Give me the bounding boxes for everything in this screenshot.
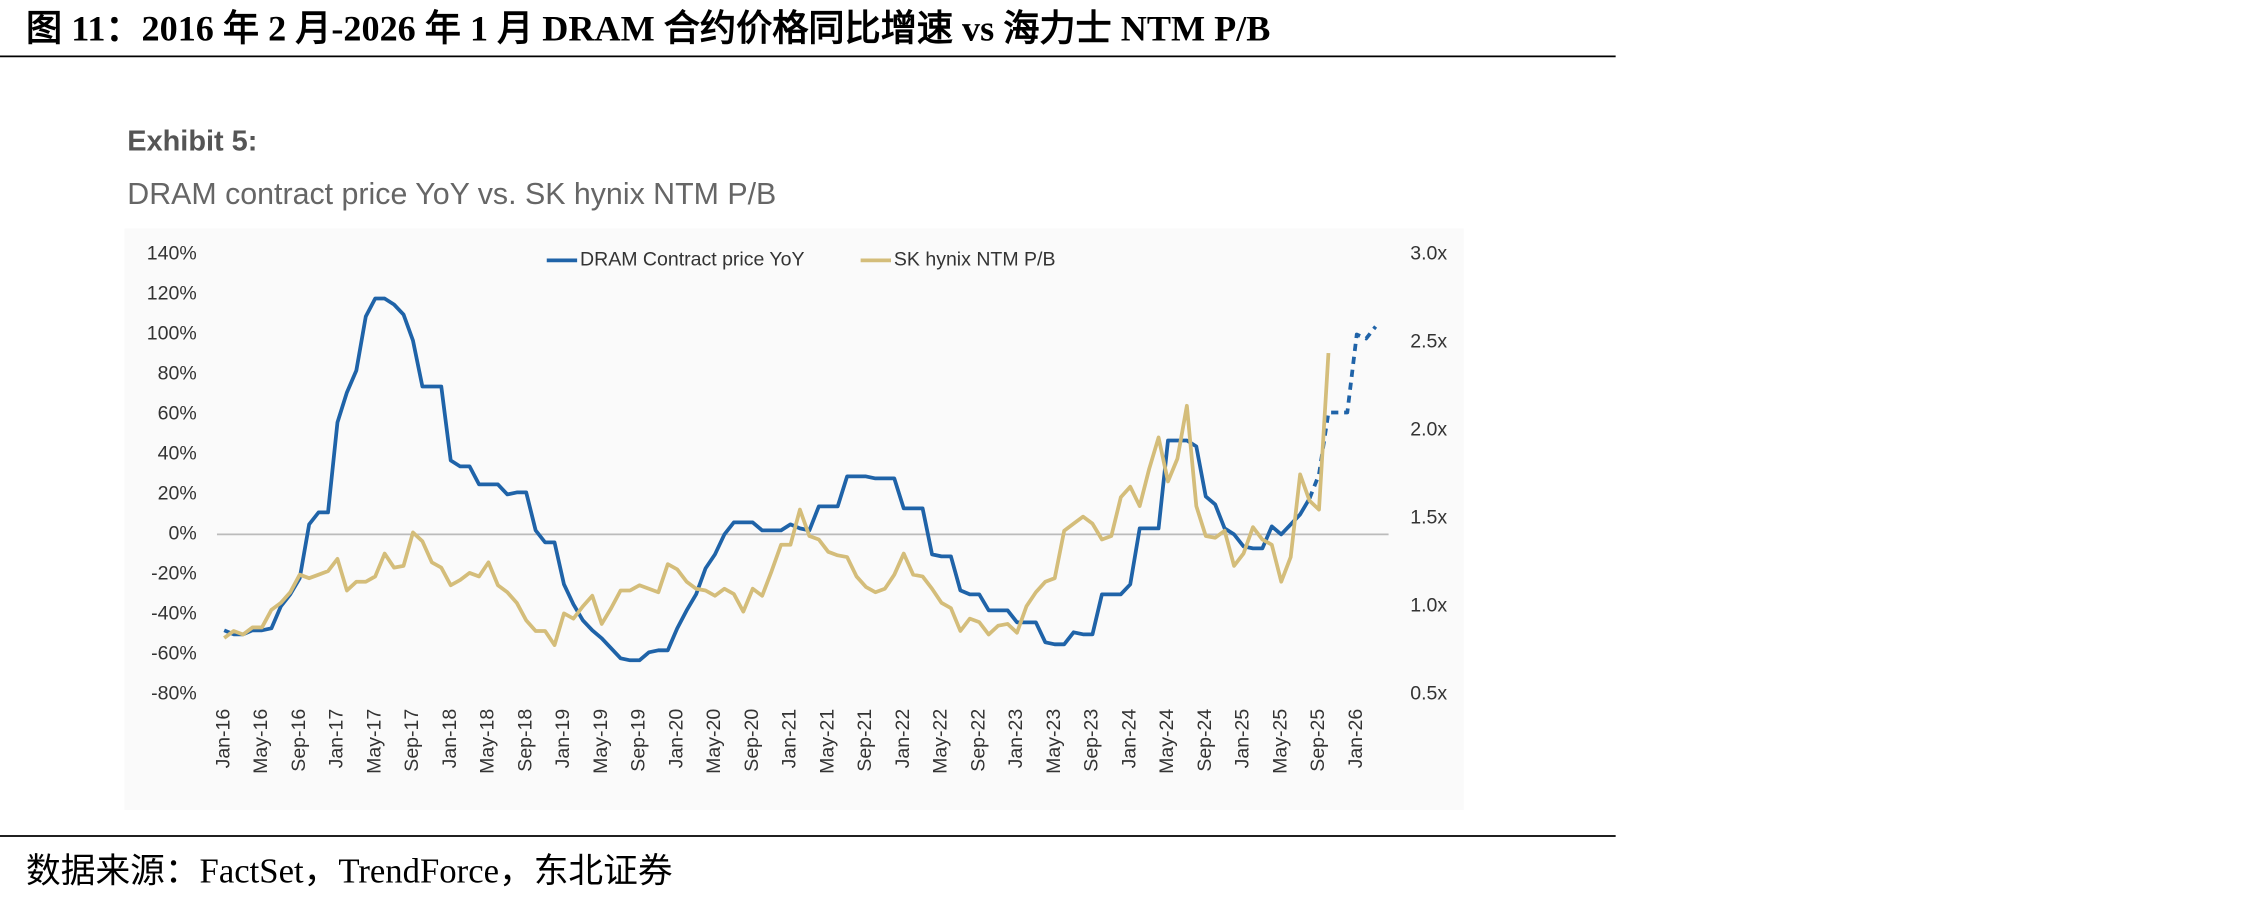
x-tick-label: Jan-23 [1005, 709, 1027, 769]
x-tick-label: May-19 [590, 709, 612, 774]
x-tick-label: Jan-20 [665, 709, 687, 769]
y-tick-label: 140% [147, 243, 197, 265]
y2-tick-label: 1.0x [1410, 594, 1447, 616]
figure-title: 图 11：2016 年 2 月-2026 年 1 月 DRAM 合约价格同比增速… [26, 8, 1270, 48]
x-tick-label: May-21 [816, 709, 838, 774]
y-tick-label: 20% [158, 483, 197, 505]
y-tick-label: 120% [147, 283, 197, 305]
x-tick-label: Sep-24 [1194, 709, 1216, 772]
x-tick-label: May-20 [703, 709, 725, 774]
x-tick-label: May-17 [363, 709, 385, 774]
y-tick-label: -40% [151, 602, 197, 624]
series-line [223, 352, 1331, 647]
x-tick-label: Jan-17 [326, 709, 348, 769]
plot: -80% -60% -40% -20% 0% 20% 40% 60% 80% 100% 120% 14… [147, 243, 1448, 774]
x-tick-label: Jan-19 [552, 709, 574, 769]
x-tick-label: Sep-25 [1307, 709, 1329, 772]
x-tick-label: Sep-19 [628, 709, 650, 772]
series-line [223, 296, 1312, 663]
y2-tick-label: 3.0x [1410, 243, 1447, 265]
y2-tick-label: 0.5x [1410, 682, 1447, 704]
x-tick-label: May-23 [1043, 709, 1065, 774]
x-tick-label: May-18 [477, 709, 499, 774]
y-tick-label: 80% [158, 363, 197, 385]
x-tick-label: Sep-22 [967, 709, 989, 772]
x-tick-label: Sep-20 [741, 709, 763, 772]
x-tick-label: Sep-18 [514, 709, 536, 772]
y-tick-label: 100% [147, 323, 197, 345]
x-tick-label: Jan-22 [892, 709, 914, 769]
legend-label: DRAM Contract price YoY [580, 249, 805, 271]
y-tick-label: 0% [169, 523, 197, 545]
y2-tick-label: 2.5x [1410, 331, 1447, 353]
y-tick-label: -20% [151, 563, 197, 585]
x-tick-label: May-16 [250, 709, 272, 774]
source-note: 数据来源：FactSet，TrendForce，东北证券 [26, 851, 672, 890]
x-tick-label: Sep-21 [854, 709, 876, 772]
chart-title: DRAM contract price YoY vs. SK hynix NTM… [127, 178, 776, 211]
chart-background [124, 228, 1464, 810]
x-tick-label: Jan-21 [779, 709, 801, 769]
y-tick-label: 40% [158, 443, 197, 465]
y-tick-label: 60% [158, 403, 197, 425]
x-tick-label: May-25 [1269, 709, 1291, 774]
x-tick-label: Jan-24 [1118, 709, 1140, 769]
x-tick-label: May-22 [930, 709, 952, 774]
x-tick-label: May-24 [1156, 709, 1178, 774]
x-tick-label: Jan-26 [1345, 709, 1367, 769]
x-tick-label: Sep-16 [288, 709, 310, 772]
legend-label: SK hynix NTM P/B [894, 249, 1056, 271]
y2-tick-label: 2.0x [1410, 419, 1447, 441]
y-tick-label: -80% [151, 682, 197, 704]
x-tick-label: Jan-25 [1232, 709, 1254, 769]
x-tick-label: Jan-16 [212, 709, 234, 769]
x-tick-label: Sep-23 [1081, 709, 1103, 772]
exhibit-label: Exhibit 5: [127, 125, 257, 157]
x-tick-label: Sep-17 [401, 709, 423, 772]
y2-tick-label: 1.5x [1410, 507, 1447, 529]
x-tick-label: Jan-18 [439, 709, 461, 769]
y-tick-label: -60% [151, 642, 197, 664]
